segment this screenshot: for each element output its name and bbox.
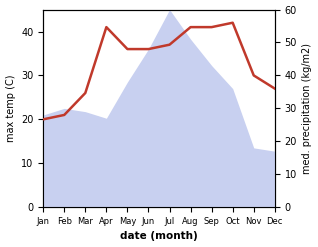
X-axis label: date (month): date (month) — [120, 231, 198, 242]
Y-axis label: max temp (C): max temp (C) — [5, 75, 16, 142]
Y-axis label: med. precipitation (kg/m2): med. precipitation (kg/m2) — [302, 43, 313, 174]
